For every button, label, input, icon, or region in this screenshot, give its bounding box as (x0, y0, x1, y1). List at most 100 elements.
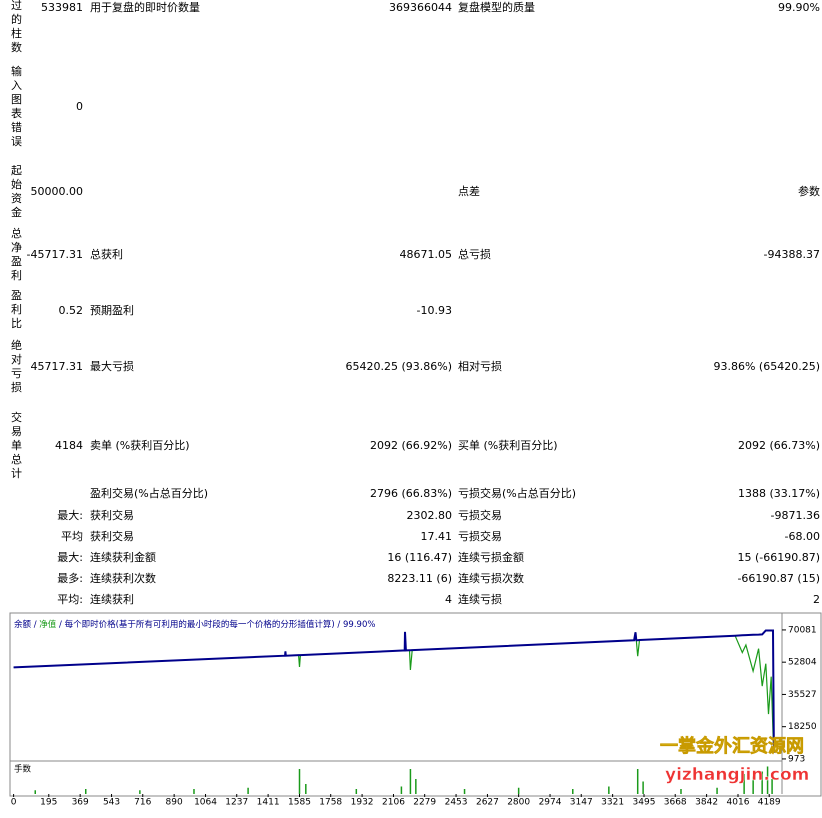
legend-separator: / (335, 620, 343, 630)
report-label3: 连续亏损次数 (458, 572, 524, 585)
legend-entry: 净值 (39, 619, 57, 630)
x-tick-label: 890 (166, 798, 183, 808)
report-side: 总净盈利 (11, 227, 22, 282)
report-value2: 17.41 (420, 530, 453, 543)
legend-separator: / (56, 620, 64, 630)
report-value1: 平均: (57, 593, 83, 606)
lots-label: 手数 (14, 764, 32, 775)
x-tick-label: 2627 (476, 798, 499, 808)
report: 过的柱数 533981 用于复盘的即时价数量 369366044 复盘模型的质量 99.9… (11, 0, 820, 606)
report-value3: 参数 (798, 185, 820, 198)
x-tick-label: 2106 (382, 798, 405, 808)
x-tick-label: 3842 (695, 798, 718, 808)
report-value1: 0.52 (58, 304, 84, 317)
report-value2: 2302.80 (406, 509, 453, 522)
report-value1: 最大: (57, 551, 83, 564)
x-tick-label: 2800 (507, 798, 530, 808)
report-label3: 点差 (458, 185, 480, 198)
report-value2: 2796 (66.83%) (369, 487, 452, 500)
report-value1: 0 (76, 100, 83, 113)
report-label2: 获利交易 (90, 509, 134, 522)
report-value2: -10.93 (416, 304, 452, 317)
report-label3: 亏损交易 (458, 530, 502, 543)
y-tick-label: 52804 (788, 658, 817, 668)
report-value2: 48671.05 (399, 248, 453, 261)
x-tick-label: 1064 (194, 798, 217, 808)
report-label2: 卖单 (%获利百分比) (90, 439, 190, 452)
report-value1: 最大: (57, 509, 83, 522)
report-value3: -9871.36 (770, 509, 820, 522)
report-value3: -66190.87 (15) (737, 572, 820, 585)
x-tick-label: 3495 (633, 798, 656, 808)
x-tick-label: 1411 (257, 798, 280, 808)
watermark-name: 一掌金外汇资源网 (660, 735, 804, 757)
report-label3: 亏损交易 (458, 509, 502, 522)
report-value3: -94388.37 (763, 248, 820, 261)
x-tick-label: 195 (40, 798, 57, 808)
report-value2: 8223.11 (6) (387, 572, 452, 585)
x-tick-label: 2453 (445, 798, 468, 808)
report-value3: 15 (-66190.87) (737, 551, 820, 564)
report-label2: 连续获利次数 (90, 572, 156, 585)
report-side: 绝对亏损 (11, 339, 22, 394)
x-tick-label: 716 (134, 798, 151, 808)
x-tick-label: 3321 (601, 798, 624, 808)
x-tick-label: 3147 (570, 798, 593, 808)
report-side: 盈利比 (11, 289, 22, 330)
series-line (13, 629, 775, 753)
x-tick-label: 369 (72, 798, 89, 808)
report-value2: 65420.25 (93.86%) (345, 360, 452, 373)
x-tick-label: 0 (11, 798, 17, 808)
legend-entry: 余额 (14, 619, 32, 630)
report-value3: 99.90% (778, 1, 820, 14)
report-value3: 93.86% (65420.25) (713, 360, 820, 373)
y-tick-label: 18250 (788, 722, 817, 732)
report-label3: 买单 (%获利百分比) (458, 439, 558, 452)
y-tick-label: 70081 (788, 625, 817, 635)
report-label2: 获利交易 (90, 530, 134, 543)
report-value1: 533981 (41, 1, 83, 14)
watermark-url: yizhangjin.com (665, 765, 809, 785)
report-side: 起始资金 (11, 164, 22, 219)
legend-note: 每个即时价格(基于所有可利用的最小时段的每一个价格的分形插值计算) (65, 619, 335, 630)
report-value2: 16 (116.47) (387, 551, 452, 564)
chart-frame (9, 612, 822, 797)
report-label3: 连续亏损金额 (458, 551, 524, 564)
report-side: 输入图表错误 (11, 65, 22, 148)
x-tick-label: 2279 (413, 798, 436, 808)
report-label2: 预期盈利 (90, 304, 134, 317)
report-label2: 连续获利金额 (90, 551, 156, 564)
report-value1: 平均 (61, 530, 83, 543)
report-label3: 复盘模型的质量 (458, 1, 535, 14)
report-label3: 亏损交易(%占总百分比) (458, 487, 577, 500)
x-tick-label: 543 (103, 798, 120, 808)
report-value3: 2092 (66.73%) (737, 439, 820, 452)
y-tick-label: 35527 (788, 690, 817, 700)
report-label2: 连续获利 (90, 593, 134, 606)
report-value3: 1388 (33.17%) (737, 487, 820, 500)
x-tick-label: 3668 (664, 798, 687, 808)
x-tick-label: 2974 (539, 798, 562, 808)
report-value2: 369366044 (389, 1, 452, 14)
legend-separator: / (31, 620, 39, 630)
report-label2: 盈利交易(%占总百分比) (90, 487, 209, 500)
x-tick-label: 1585 (288, 798, 311, 808)
x-tick-label: 1237 (225, 798, 248, 808)
report-side: 交易单总计 (11, 411, 22, 480)
report-label2: 用于复盘的即时价数量 (90, 1, 200, 14)
report-value3: 2 (813, 593, 820, 606)
report-value3: -68.00 (784, 530, 820, 543)
legend-quality: 99.90% (343, 620, 375, 630)
report-label3: 总亏损 (458, 248, 491, 261)
report-value2: 4 (445, 593, 452, 606)
report-label3: 连续亏损 (458, 593, 502, 606)
report-label2: 最大亏损 (90, 360, 134, 373)
report-label3: 相对亏损 (458, 360, 502, 373)
report-value1: 4184 (55, 439, 83, 452)
report-value1: 50000.00 (30, 185, 84, 198)
x-tick-label: 4016 (727, 798, 750, 808)
report-label2: 总获利 (90, 248, 123, 261)
report-value2: 2092 (66.92%) (369, 439, 452, 452)
